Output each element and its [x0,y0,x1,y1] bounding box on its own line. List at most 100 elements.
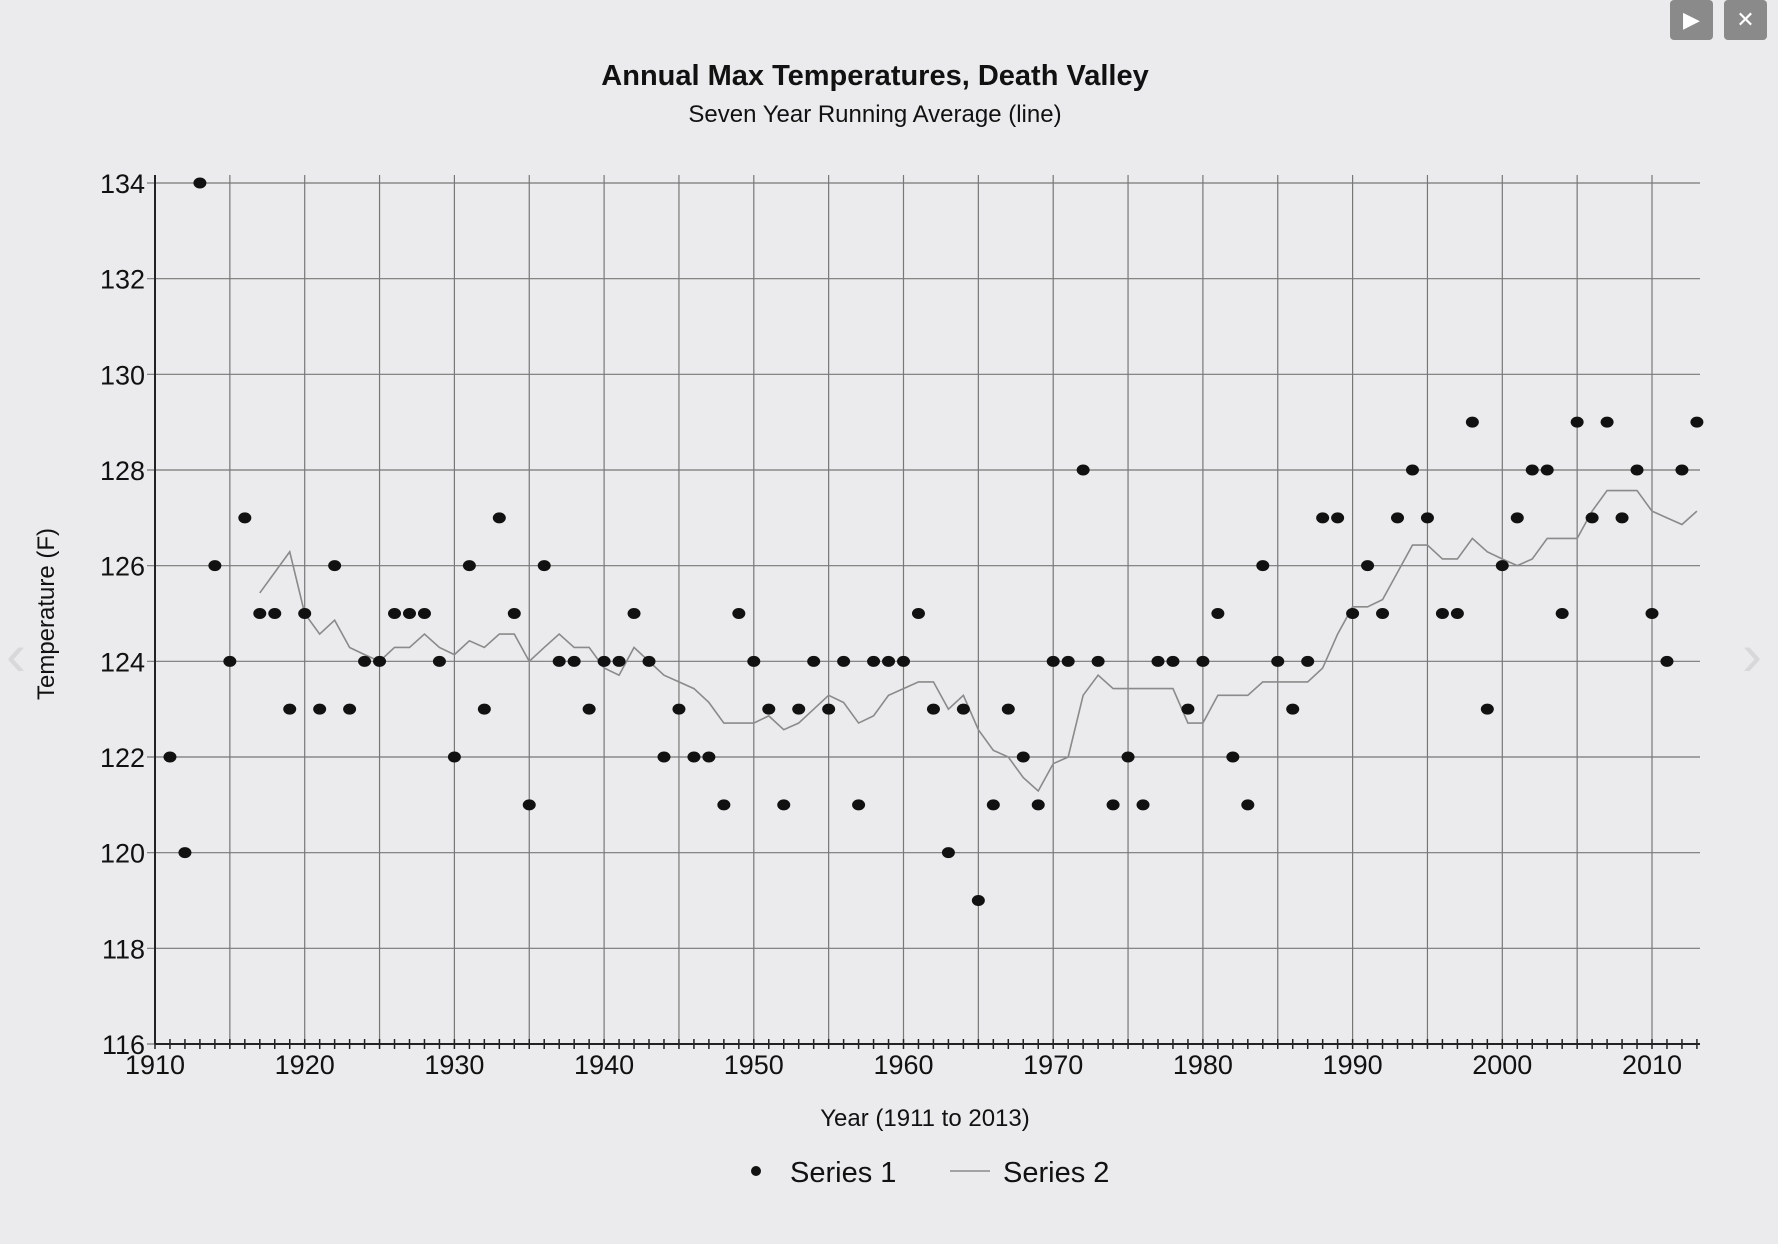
data-point [1106,799,1120,811]
data-point [627,608,641,619]
data-point [477,703,491,715]
close-icon: ✕ [1736,7,1755,32]
data-point [882,655,896,667]
data-point [238,512,252,524]
y-tick-label: 126 [100,552,145,582]
chevron-right-icon: › [1742,621,1762,688]
data-point [1555,608,1569,619]
data-point [582,703,596,715]
data-point [268,608,282,619]
data-point [867,655,881,667]
data-point [1435,608,1449,619]
y-tick-label: 132 [100,265,145,295]
data-point [447,751,461,763]
data-point [642,655,656,667]
data-point [1570,416,1584,428]
x-axis-label: Year (1911 to 2013) [820,1105,1030,1132]
data-point [926,703,940,715]
chart-subtitle: Seven Year Running Average (line) [688,101,1062,128]
data-point [313,703,327,715]
data-point [1361,560,1375,572]
data-point [747,655,761,667]
x-tick-label: 1920 [275,1050,335,1080]
data-point [1585,512,1599,524]
data-point [1001,703,1015,715]
data-point [193,177,207,189]
data-point [388,608,402,619]
data-point [1076,464,1090,476]
data-point [1690,416,1704,428]
data-point [1016,751,1030,763]
legend-marker-series-1 [751,1166,761,1176]
data-point [1136,799,1150,811]
data-point [1271,655,1285,667]
data-point [986,799,1000,811]
data-point [1211,608,1225,619]
data-point [941,847,955,859]
data-point [1091,655,1105,667]
data-point [1316,512,1330,524]
data-point [537,560,551,572]
prev-arrow-button[interactable]: ‹ [6,620,26,689]
data-point [1420,512,1434,524]
data-point [1660,655,1674,667]
data-point [1675,464,1689,476]
data-point [328,560,342,572]
data-point [1376,608,1390,619]
x-tick-label: 1950 [724,1050,784,1080]
data-point [612,655,626,667]
x-tick-label: 1960 [873,1050,933,1080]
data-point [1256,560,1270,572]
y-tick-label: 128 [100,456,145,486]
next-arrow-button[interactable]: › [1742,620,1762,689]
data-point [702,751,716,763]
data-point [897,655,910,667]
data-point [792,703,806,715]
chart-title: Annual Max Temperatures, Death Valley [601,60,1149,92]
data-point [1525,464,1539,476]
data-point [717,799,731,811]
data-point [223,655,237,667]
data-point [1031,799,1045,811]
data-point [1391,512,1405,524]
play-button[interactable]: ▶ [1670,0,1713,40]
data-point [1615,512,1629,524]
y-tick-label: 118 [102,934,145,964]
x-tick-label: 1930 [424,1050,484,1080]
data-point [163,751,177,763]
data-point [597,655,611,667]
y-tick-label: 116 [102,1030,145,1060]
y-tick-label: 134 [100,169,145,199]
data-point [911,608,925,619]
data-point [432,655,446,667]
data-point [1196,655,1210,667]
data-point [657,751,671,763]
data-point [298,608,312,619]
data-point [462,560,476,572]
data-point [672,703,686,715]
data-point [208,560,222,572]
data-point [971,895,985,906]
data-point [1166,655,1180,667]
x-tick-label: 1940 [574,1050,634,1080]
x-tick-label: 1970 [1023,1050,1083,1080]
close-button[interactable]: ✕ [1724,0,1767,40]
x-tick-label: 1910 [125,1050,185,1080]
data-point [1046,655,1060,667]
x-tick-label: 1980 [1173,1050,1233,1080]
data-point [1121,751,1135,763]
data-point [1510,512,1524,524]
data-point [522,799,536,811]
data-point [1600,416,1614,428]
data-point [1346,608,1360,619]
chevron-left-icon: ‹ [6,621,26,688]
data-point [807,655,821,667]
legend-label-series-1: Series 1 [790,1157,896,1189]
data-point [507,608,521,619]
data-point [822,703,836,715]
data-point [1405,464,1419,476]
data-point [358,655,372,667]
data-point [492,512,506,524]
play-icon: ▶ [1683,7,1700,32]
